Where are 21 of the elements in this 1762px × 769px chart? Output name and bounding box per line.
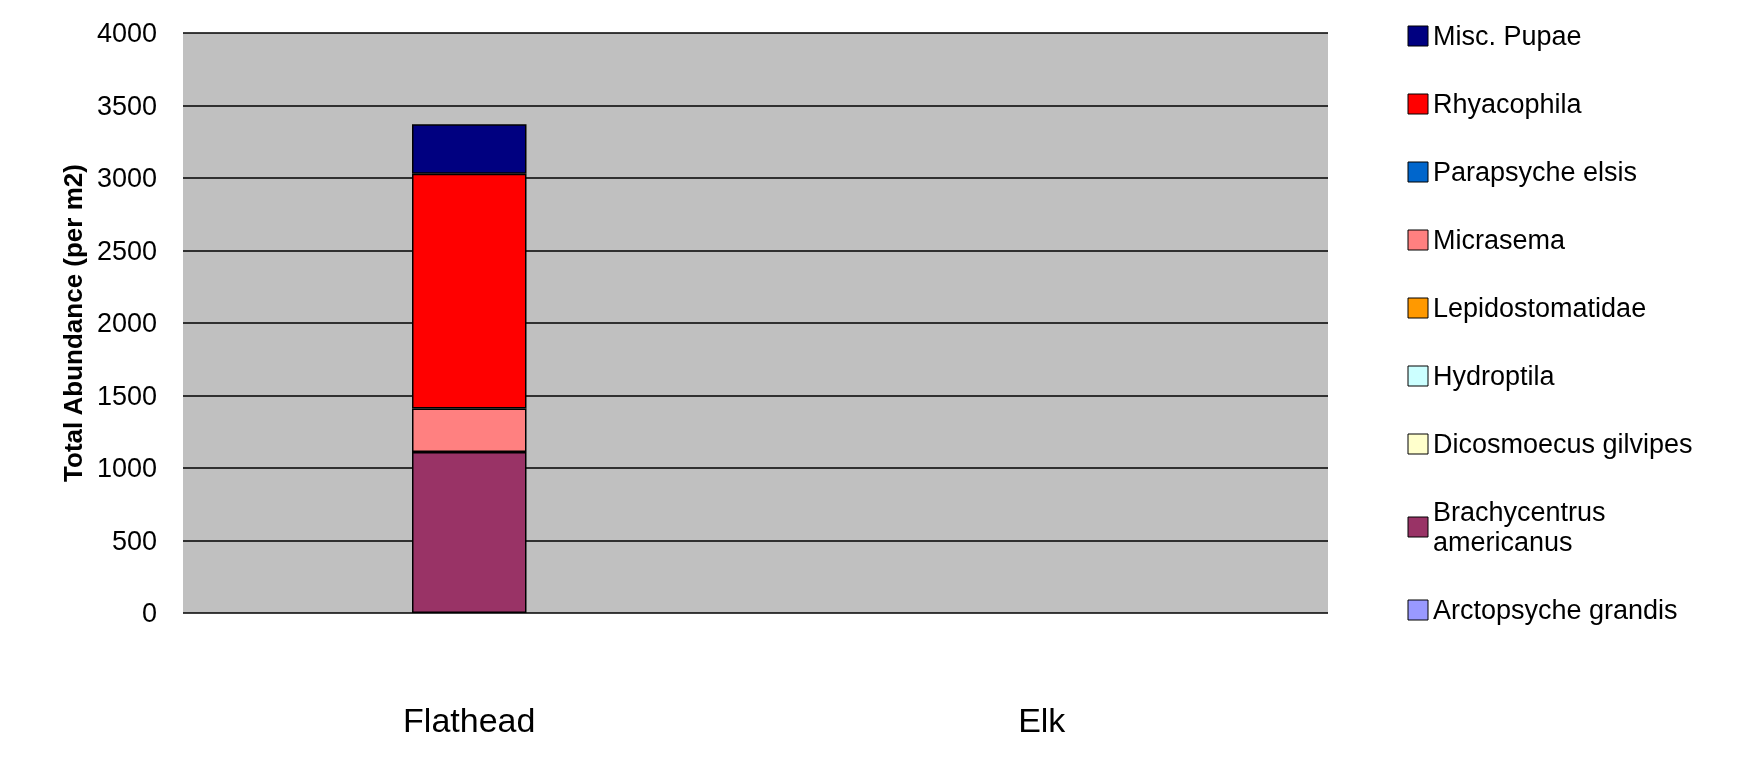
legend-label: Hydroptila	[1433, 361, 1556, 391]
y-tick-label: 0	[141, 598, 157, 628]
y-tick-label: 3000	[96, 163, 157, 193]
y-tick-label: 500	[111, 525, 157, 556]
legend-label: Misc. Pupae	[1433, 21, 1582, 51]
legend-label: Micrasema	[1433, 225, 1566, 255]
y-tick-label: 3500	[96, 90, 157, 121]
x-tick-label: Flathead	[403, 701, 536, 739]
y-tick-label: 2500	[96, 235, 157, 266]
y-tick-label: 1500	[96, 380, 157, 411]
legend-label: Brachycentrus americanus	[1433, 497, 1614, 557]
legend-label: Lepidostomatidae	[1433, 293, 1647, 323]
y-tick-label: 1000	[96, 453, 157, 483]
legend-label: Parapsyche elsis	[1433, 157, 1638, 187]
legend-label: Dicosmoecus gilvipes	[1433, 429, 1693, 459]
y-tick-label: 4000	[96, 18, 157, 48]
y-axis-title: Total Abundance (per m2)	[58, 164, 89, 482]
y-tick-label: 2000	[96, 308, 157, 338]
legend-label: Rhyacophila	[1433, 89, 1583, 119]
x-tick-label: Elk	[1018, 701, 1067, 739]
legend-label: Arctopsyche grandis	[1433, 595, 1678, 625]
